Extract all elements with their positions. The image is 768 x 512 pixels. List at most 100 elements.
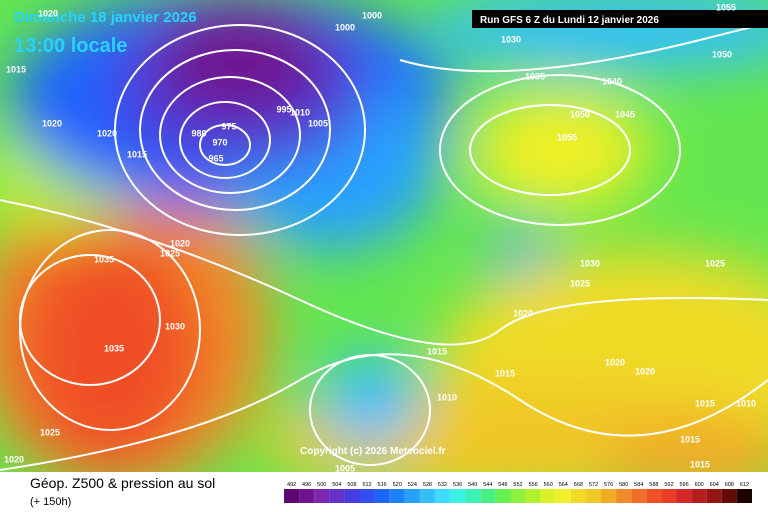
map-field: [0, 0, 768, 472]
scale-label: 596: [679, 482, 688, 488]
isobar-label: 1050: [570, 109, 590, 119]
scale-label: 508: [347, 482, 356, 488]
isobar-label: 1005: [335, 463, 355, 473]
scale-label: 548: [498, 482, 507, 488]
isobar-label: 1010: [437, 392, 457, 402]
scale-label: 544: [483, 482, 492, 488]
isobar-label: 1055: [557, 132, 577, 142]
scale-swatch: [601, 489, 617, 503]
isobar-label: 1010: [290, 107, 310, 117]
isobar-label: 1015: [427, 346, 447, 356]
isobar-label: 1035: [104, 343, 124, 353]
scale-swatch: [691, 489, 707, 503]
scale-swatch: [284, 489, 300, 503]
scale-label: 540: [468, 482, 477, 488]
isobar-label: 1020: [4, 454, 24, 464]
scale-swatch: [329, 489, 345, 503]
scale-label: 492: [287, 482, 296, 488]
scale-label: 516: [378, 482, 387, 488]
isobar-label: 1045: [615, 109, 635, 119]
isobar-label: 995: [276, 104, 291, 114]
scale-swatch: [616, 489, 632, 503]
isobar-label: 1015: [680, 434, 700, 444]
scale-swatch: [721, 489, 737, 503]
scale-label: 504: [332, 482, 341, 488]
isobar-label: 1015: [6, 64, 26, 74]
scale-swatch: [495, 489, 511, 503]
scale-label: 604: [710, 482, 719, 488]
scale-label: 532: [438, 482, 447, 488]
scale-label: 612: [740, 482, 749, 488]
isobar-label: 1020: [38, 8, 58, 18]
scale-label: 528: [423, 482, 432, 488]
time: 13:00 locale: [14, 35, 127, 57]
date: Dimanche 18 janvier 2026: [14, 9, 197, 26]
isobar-label: 1020: [635, 366, 655, 376]
isobar-label: 1020: [513, 308, 533, 318]
scale-swatch: [570, 489, 586, 503]
footer-lead: (+ 150h): [30, 496, 71, 508]
isobar-label: 1035: [94, 254, 114, 264]
scale-swatch: [374, 489, 390, 503]
scale-swatch: [540, 489, 556, 503]
isobar-label: 1050: [712, 49, 732, 59]
scale-swatch: [480, 489, 496, 503]
scale-swatch: [299, 489, 315, 503]
copyright: Copyright (c) 2026 Meteociel.fr: [300, 446, 446, 457]
scale-label: 560: [544, 482, 553, 488]
footer-title: Géop. Z500 & pression au sol: [30, 475, 215, 491]
scale-swatch: [359, 489, 375, 503]
isobar-label: 1005: [308, 118, 328, 128]
scale-label: 600: [695, 482, 704, 488]
scale-label: 512: [362, 482, 371, 488]
isobar-label: 1025: [40, 427, 60, 437]
isobar-label: 1015: [495, 368, 515, 378]
scale-swatch: [419, 489, 435, 503]
scale-label: 588: [649, 482, 658, 488]
scale-label: 576: [604, 482, 613, 488]
isobar-label: 1020: [42, 118, 62, 128]
scale-label: 592: [664, 482, 673, 488]
isobar-label: 1000: [362, 10, 382, 20]
scale-swatch: [404, 489, 420, 503]
scale-label: 496: [302, 482, 311, 488]
scale-label: 580: [619, 482, 628, 488]
scale-label: 524: [408, 482, 417, 488]
scale-swatch: [525, 489, 541, 503]
isobar-label: 975: [221, 121, 236, 131]
scale-swatch: [314, 489, 330, 503]
isobar-label: 1035: [525, 71, 545, 81]
scale-label: 520: [393, 482, 402, 488]
scale-swatch: [434, 489, 451, 503]
scale-swatch: [344, 489, 360, 503]
scale-swatch: [389, 489, 405, 503]
scale-swatch: [555, 489, 571, 503]
scale-label: 536: [453, 482, 462, 488]
isobars: [0, 18, 768, 471]
isobar-label: 1015: [695, 398, 715, 408]
scale-swatch: [706, 489, 722, 503]
isobar-label: 1055: [716, 2, 736, 12]
isobar-label: 1040: [602, 76, 622, 86]
scale-swatch: [585, 489, 602, 503]
isobar-label: 1020: [605, 357, 625, 367]
isobar-label: 1020: [170, 238, 190, 248]
scale-label: 556: [529, 482, 538, 488]
isobar-label: 1030: [580, 258, 600, 268]
scale-swatch: [736, 489, 752, 503]
scale-label: 500: [317, 482, 326, 488]
isobar-label: 970: [212, 137, 227, 147]
isobar-label: 1025: [705, 258, 725, 268]
scale-swatch: [450, 489, 466, 503]
isobar-label: 1000: [335, 22, 355, 32]
isobar-label: 1020: [97, 128, 117, 138]
isobar-label: 1015: [690, 459, 710, 469]
isobar-label: 1025: [570, 278, 590, 288]
isobar-label: 965: [208, 153, 223, 163]
scale-swatch: [646, 489, 662, 503]
scale-label: 608: [725, 482, 734, 488]
isobar-label: 1030: [501, 34, 521, 44]
scale-label: 584: [634, 482, 643, 488]
scale-swatch: [631, 489, 647, 503]
